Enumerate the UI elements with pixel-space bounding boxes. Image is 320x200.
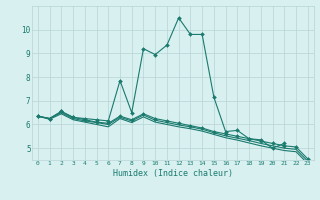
X-axis label: Humidex (Indice chaleur): Humidex (Indice chaleur) — [113, 169, 233, 178]
